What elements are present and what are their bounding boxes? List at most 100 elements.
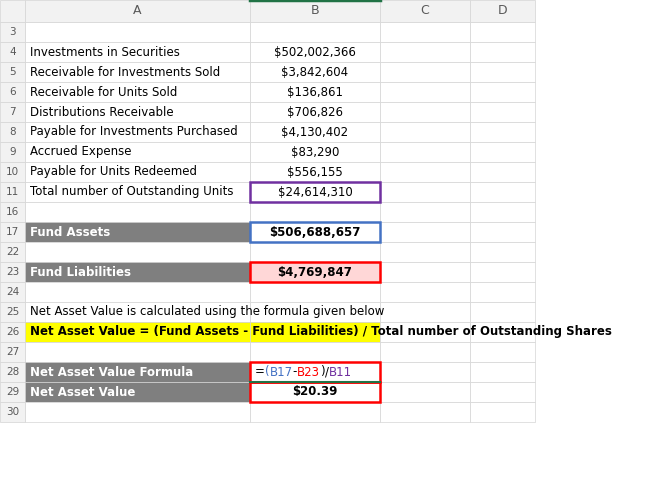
Text: A: A [134, 4, 141, 17]
Bar [0, 22, 25, 42]
Text: Net Asset Value = (Fund Assets - Fund Liabilities) / Total number of Outstanding: Net Asset Value = (Fund Assets - Fund Li… [30, 326, 612, 338]
Bar [0, 62, 25, 82]
Bar [0, 102, 25, 122]
Text: 6: 6 [9, 87, 16, 97]
Bar [25, 302, 250, 322]
Text: $706,826: $706,826 [287, 106, 343, 119]
Bar [250, 82, 380, 102]
Bar [250, 242, 380, 262]
Bar [25, 362, 250, 382]
Bar [250, 362, 380, 382]
Text: B11: B11 [328, 365, 352, 378]
Bar [0, 282, 25, 302]
Bar [470, 402, 535, 422]
Bar [250, 202, 380, 222]
Bar [250, 342, 380, 362]
Bar [25, 122, 250, 142]
Text: Fund Liabilities: Fund Liabilities [30, 266, 131, 278]
Bar [470, 222, 535, 242]
Text: Total number of Outstanding Units: Total number of Outstanding Units [30, 185, 234, 198]
Text: =: = [255, 365, 265, 378]
Text: B23: B23 [297, 365, 320, 378]
Bar [380, 382, 470, 402]
Text: $556,155: $556,155 [287, 166, 343, 179]
Text: $20.39: $20.39 [292, 385, 338, 398]
Bar [380, 82, 470, 102]
Bar [470, 242, 535, 262]
Bar [25, 82, 250, 102]
Bar [250, 302, 380, 322]
Bar [380, 222, 470, 242]
Bar [470, 182, 535, 202]
Bar [0, 362, 25, 382]
Bar [380, 282, 470, 302]
Text: Receivable for Units Sold: Receivable for Units Sold [30, 86, 178, 99]
Text: 9: 9 [9, 147, 16, 157]
Bar [380, 322, 470, 342]
Bar [0, 82, 25, 102]
Text: Net Asset Value: Net Asset Value [30, 385, 136, 398]
Bar [380, 262, 470, 282]
Bar [250, 362, 380, 382]
Bar [470, 382, 535, 402]
Bar [250, 282, 380, 302]
Text: C: C [420, 4, 430, 17]
Bar [380, 202, 470, 222]
Bar [25, 142, 250, 162]
Bar [250, 142, 380, 162]
Text: 23: 23 [6, 267, 19, 277]
Text: 10: 10 [6, 167, 19, 177]
Bar [0, 402, 25, 422]
Text: 8: 8 [9, 127, 16, 137]
Text: Investments in Securities: Investments in Securities [30, 45, 180, 59]
Bar [380, 42, 470, 62]
Bar [380, 182, 470, 202]
Bar [470, 302, 535, 322]
Bar [0, 42, 25, 62]
Text: 4: 4 [9, 47, 16, 57]
Bar [0, 182, 25, 202]
Bar [470, 262, 535, 282]
Text: 25: 25 [6, 307, 19, 317]
Text: -: - [293, 365, 297, 378]
Bar [250, 182, 380, 202]
Bar [470, 62, 535, 82]
Text: ): ) [320, 365, 324, 378]
Bar [25, 242, 250, 262]
Bar [0, 262, 25, 282]
Text: Payable for Units Redeemed: Payable for Units Redeemed [30, 166, 197, 179]
Text: 7: 7 [9, 107, 16, 117]
Bar [25, 102, 250, 122]
Bar [25, 322, 250, 342]
Text: Net Asset Value is calculated using the formula given below: Net Asset Value is calculated using the … [30, 305, 384, 318]
Bar [25, 202, 250, 222]
Bar [250, 382, 380, 402]
Bar [380, 102, 470, 122]
Bar [380, 302, 470, 322]
Bar [25, 162, 250, 182]
Bar [250, 0, 380, 22]
Bar [250, 402, 380, 422]
Text: 22: 22 [6, 247, 19, 257]
Bar [380, 362, 470, 382]
Text: 28: 28 [6, 367, 19, 377]
Bar [0, 342, 25, 362]
Bar [25, 0, 250, 22]
Bar [25, 42, 250, 62]
Bar [250, 322, 380, 342]
Bar [250, 42, 380, 62]
Text: $4,130,402: $4,130,402 [282, 125, 349, 138]
Text: $502,002,366: $502,002,366 [274, 45, 356, 59]
Text: B: B [311, 4, 319, 17]
Bar [0, 322, 25, 342]
Bar [250, 102, 380, 122]
Bar [25, 342, 250, 362]
Bar [25, 382, 250, 402]
Bar [0, 382, 25, 402]
Bar [250, 122, 380, 142]
Bar [380, 242, 470, 262]
Bar [470, 362, 535, 382]
Text: Distributions Receivable: Distributions Receivable [30, 106, 174, 119]
Bar [0, 162, 25, 182]
Text: 30: 30 [6, 407, 19, 417]
